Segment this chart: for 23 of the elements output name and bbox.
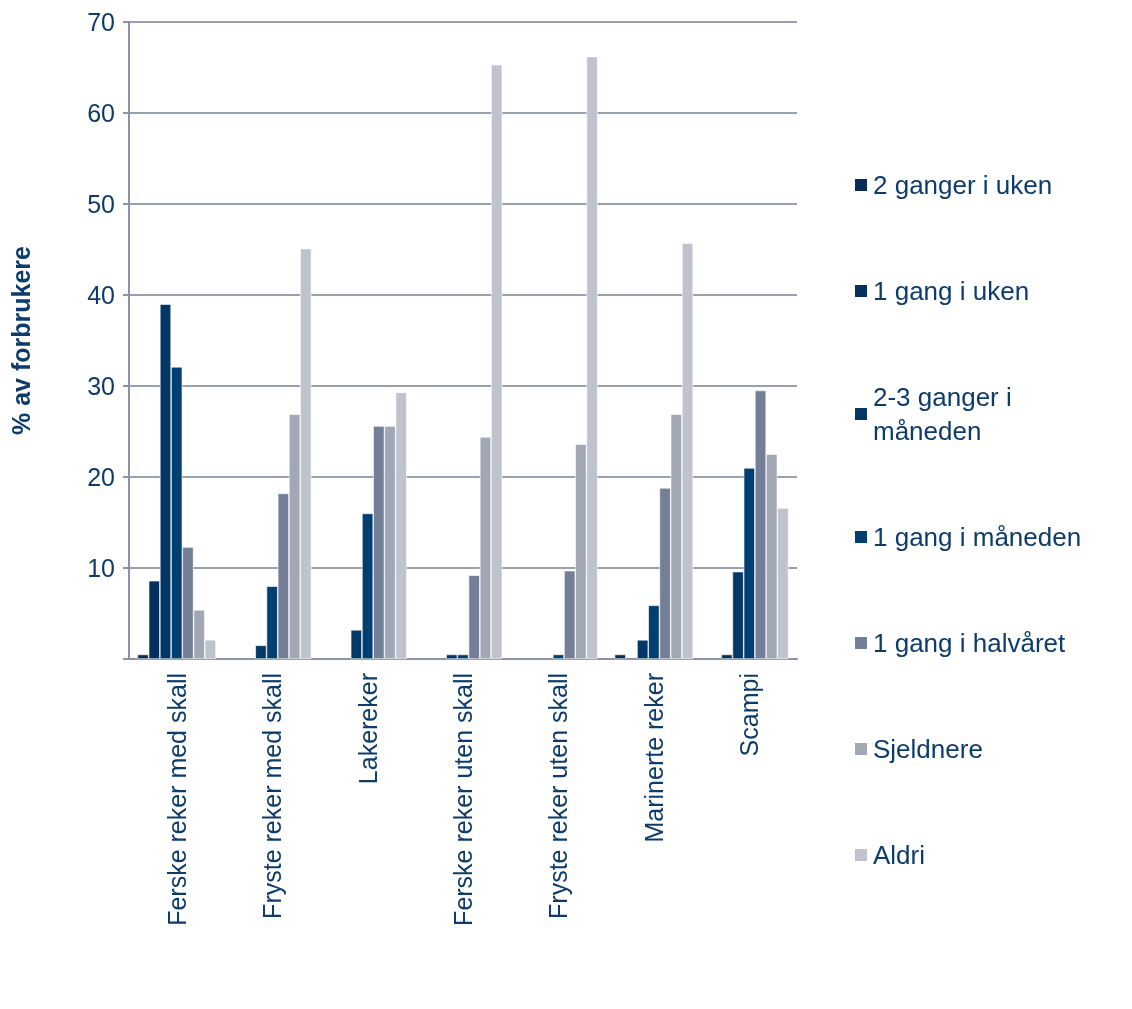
- bar: [614, 654, 626, 659]
- legend-label: 1 gang i måneden: [873, 522, 1082, 552]
- legend-label: 1 gang i halvåret: [873, 628, 1067, 658]
- x-tick-label: Ferske reker med skall: [162, 673, 191, 926]
- x-tick-label: Lakereker: [353, 673, 382, 785]
- x-tick-label: Marinerte reker: [639, 673, 668, 843]
- y-tick-label: 50: [87, 190, 115, 218]
- legend-label: 1 gang i uken: [873, 276, 1030, 306]
- y-tick-label: 40: [87, 281, 115, 309]
- x-tick-label: Fryste reker med skall: [258, 673, 287, 919]
- legend-label: Aldri: [873, 840, 926, 870]
- x-tick-label: Fryste reker uten skall: [544, 673, 573, 919]
- x-tick-label: Ferske reker uten skall: [449, 673, 477, 926]
- y-tick-label: 10: [87, 554, 115, 582]
- x-tick-label: Scampi: [735, 673, 764, 757]
- y-axis-title: % av forbrukere: [6, 245, 35, 435]
- y-tick-label: 60: [87, 99, 115, 127]
- y-tick-label: 30: [87, 372, 115, 400]
- legend-label: Sjeldnere: [873, 734, 983, 764]
- y-tick-label: 20: [87, 463, 115, 491]
- y-tick-label: 70: [87, 8, 115, 36]
- legend-label: 2-3 ganger i måneden: [873, 382, 1019, 446]
- legend-label: 2 ganger i uken: [873, 170, 1053, 200]
